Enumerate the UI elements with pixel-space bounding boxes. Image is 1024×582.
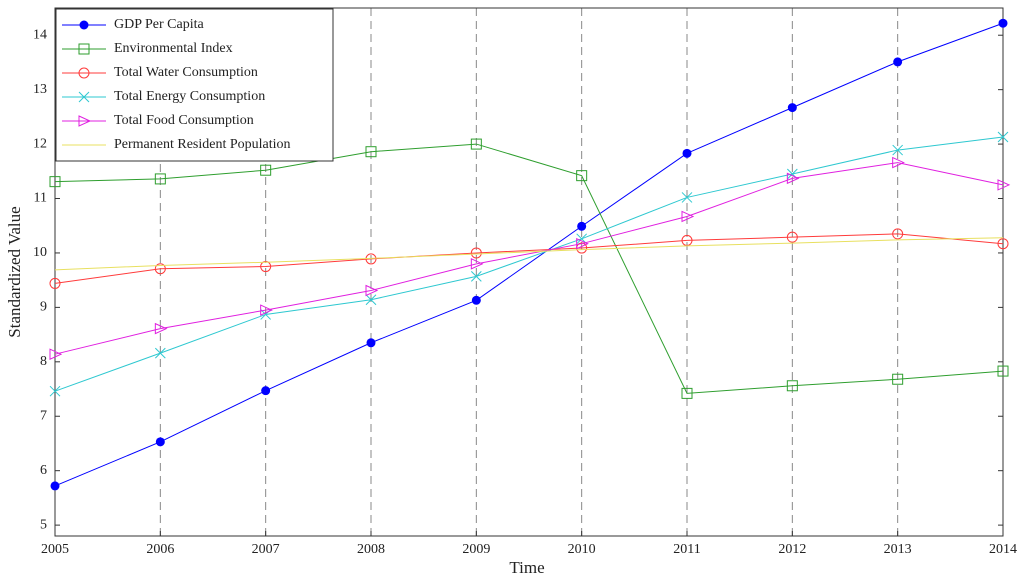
marker bbox=[78, 43, 90, 55]
series-line bbox=[54, 22, 1004, 487]
marker bbox=[154, 263, 166, 275]
y-tick-label: 8 bbox=[40, 354, 47, 369]
x-tick-label: 2008 bbox=[357, 542, 385, 557]
marker bbox=[681, 192, 693, 203]
marker bbox=[576, 237, 589, 250]
marker bbox=[470, 271, 482, 282]
x-tick-label: 2012 bbox=[778, 542, 806, 557]
marker bbox=[892, 144, 904, 156]
marker bbox=[470, 247, 482, 259]
marker bbox=[471, 295, 481, 305]
marker bbox=[997, 179, 1011, 191]
marker bbox=[79, 20, 89, 30]
marker bbox=[786, 231, 798, 243]
x-tick-label: 2013 bbox=[884, 542, 912, 557]
x-tick-label: 2005 bbox=[41, 542, 69, 557]
marker bbox=[365, 294, 377, 306]
marker bbox=[893, 57, 903, 67]
y-axis-label: Standardized Value bbox=[5, 206, 24, 337]
x-tick-label: 2007 bbox=[252, 542, 280, 557]
marker bbox=[681, 210, 695, 223]
marker bbox=[49, 385, 61, 397]
legend-label: Total Food Consumption bbox=[114, 113, 254, 128]
marker bbox=[260, 304, 273, 316]
y-tick-label: 14 bbox=[33, 27, 47, 42]
y-tick-label: 6 bbox=[40, 463, 47, 478]
marker bbox=[786, 172, 800, 185]
marker bbox=[997, 238, 1009, 250]
marker bbox=[260, 164, 272, 176]
marker bbox=[998, 18, 1008, 28]
marker bbox=[787, 103, 797, 113]
x-tick-label: 2011 bbox=[673, 542, 700, 557]
x-tick-label: 2010 bbox=[568, 542, 596, 557]
marker bbox=[892, 373, 904, 385]
marker bbox=[154, 322, 168, 335]
marker bbox=[154, 347, 166, 359]
y-tick-label: 7 bbox=[40, 408, 47, 423]
y-tick-label: 12 bbox=[33, 136, 47, 151]
legend-label: GDP Per Capita bbox=[114, 17, 204, 32]
marker bbox=[260, 261, 272, 273]
y-tick-label: 5 bbox=[40, 517, 47, 532]
marker bbox=[470, 258, 484, 270]
legend-label: Permanent Resident Population bbox=[114, 137, 291, 152]
series-line bbox=[54, 233, 1004, 284]
legend-label: Total Water Consumption bbox=[114, 65, 258, 80]
y-tick-label: 9 bbox=[40, 300, 47, 315]
series-line bbox=[54, 136, 1004, 392]
series-line bbox=[54, 143, 1004, 394]
legend-label: Total Energy Consumption bbox=[114, 89, 265, 104]
marker bbox=[49, 176, 61, 188]
marker bbox=[155, 437, 165, 447]
marker bbox=[78, 91, 90, 103]
marker bbox=[78, 67, 90, 79]
y-tick-label: 13 bbox=[33, 82, 47, 97]
x-tick-label: 2009 bbox=[462, 542, 490, 557]
marker bbox=[78, 115, 92, 127]
marker bbox=[681, 387, 693, 399]
marker bbox=[261, 386, 271, 396]
marker bbox=[365, 284, 379, 297]
marker bbox=[577, 221, 587, 231]
marker bbox=[366, 338, 376, 348]
y-tick-label: 10 bbox=[33, 245, 47, 260]
marker bbox=[892, 228, 904, 240]
y-tick-label: 11 bbox=[34, 191, 47, 206]
x-axis-label: Time bbox=[509, 558, 544, 577]
marker bbox=[365, 146, 377, 158]
series-line bbox=[54, 237, 1004, 271]
plot-border bbox=[54, 7, 1004, 537]
x-tick-label: 2014 bbox=[989, 542, 1017, 557]
marker bbox=[997, 131, 1009, 143]
marker bbox=[997, 365, 1009, 377]
marker bbox=[682, 148, 692, 158]
legend-label: Environmental Index bbox=[114, 41, 233, 56]
marker bbox=[49, 277, 61, 289]
marker bbox=[470, 138, 482, 150]
marker bbox=[50, 481, 60, 491]
series-line bbox=[54, 162, 1004, 355]
marker bbox=[892, 156, 905, 169]
marker bbox=[786, 380, 798, 392]
marker bbox=[154, 173, 166, 185]
legend-box bbox=[55, 8, 334, 162]
marker bbox=[49, 348, 63, 360]
marker bbox=[576, 170, 588, 182]
x-tick-label: 2006 bbox=[146, 542, 174, 557]
